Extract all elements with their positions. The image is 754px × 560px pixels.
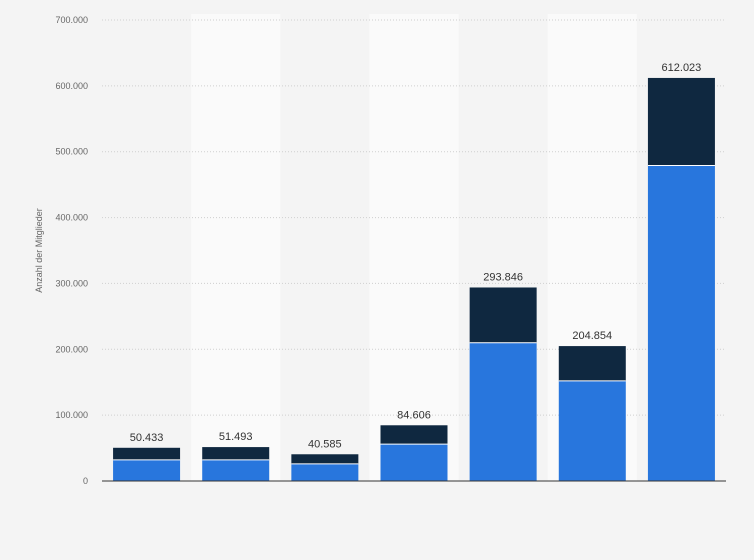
bar-value-label: 293.846 [483,271,523,283]
y-tick-label: 200.000 [55,344,88,354]
y-tick-label: 700.000 [55,15,88,25]
bar-value-label: 50.433 [130,432,164,444]
bar-segment-lower [469,342,537,481]
y-tick-label: 100.000 [55,410,88,420]
y-axis-ticks: 0 100.000 200.000 300.000 400.000 500.000 600.… [55,15,88,486]
column-band [191,14,281,481]
bar-segment-lower [380,444,448,481]
bar-value-label: 51.493 [219,431,253,443]
y-tick-label: 300.000 [55,278,88,288]
bar-segment-upper [647,77,715,166]
bar-value-label: 40.585 [308,438,342,450]
bar-segment-lower [113,459,181,481]
bar-value-label: 204.854 [572,330,612,342]
bar-value-label: 612.023 [662,62,702,74]
bar-segment-upper [202,447,270,460]
y-tick-label: 600.000 [55,81,88,91]
column-bands [191,14,637,481]
bar-segment-lower [558,380,626,481]
bar-segment-lower [647,165,715,481]
y-tick-label: 500.000 [55,147,88,157]
bar-segment-lower [202,459,270,481]
bar-segment-upper [291,454,359,464]
y-tick-label: 0 [83,476,88,486]
bar-segment-upper [469,287,537,343]
y-tick-label: 400.000 [55,213,88,223]
bar-segment-upper [380,425,448,445]
value-labels: 50.433 51.493 40.585 84.606 293.846 204.854 61… [130,62,702,450]
bar-segment-upper [558,346,626,381]
bar-value-label: 84.606 [397,409,431,421]
bar-segment-lower [291,463,359,481]
bar-segment-upper [113,447,181,460]
bars [113,77,715,481]
y-axis-title: Anzahl der Mitglieder [34,208,44,293]
column-band [369,14,459,481]
